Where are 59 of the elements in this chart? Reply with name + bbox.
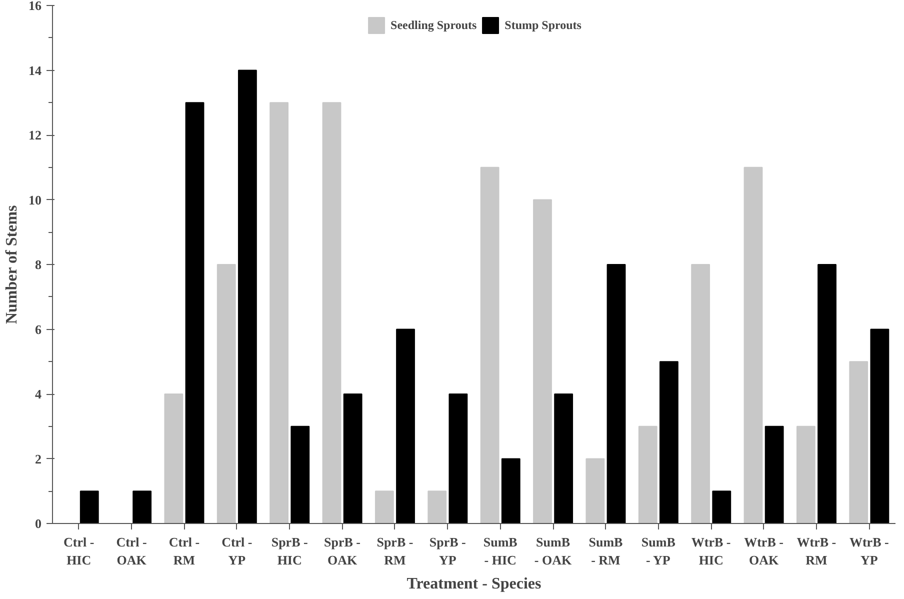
- bar: [586, 458, 605, 524]
- bar: [428, 490, 447, 524]
- y-tick-label: 2: [35, 451, 42, 466]
- bar: [554, 394, 574, 524]
- x-tick-label: SumB - OAK: [534, 534, 573, 568]
- y-tick-label: 16: [28, 0, 42, 13]
- x-tick-label: Ctrl - YP: [222, 534, 252, 568]
- bar: [849, 361, 868, 524]
- bar: [533, 199, 552, 524]
- bar: [638, 426, 658, 524]
- bar: [270, 102, 289, 524]
- x-tick-label: WtrB - HIC: [691, 534, 731, 568]
- y-tick-label: 10: [28, 192, 42, 208]
- bar: [870, 328, 890, 524]
- y-tick-label: 6: [35, 322, 42, 337]
- bar: [818, 264, 836, 524]
- x-tick-label: SumB - RM: [588, 534, 624, 568]
- bar: [396, 328, 415, 524]
- x-tick-label: Ctrl - OAK: [116, 534, 148, 568]
- legend-label: Seedling Sprouts: [390, 18, 477, 32]
- bar: [132, 490, 152, 524]
- x-tick-label: Ctrl - HIC: [64, 534, 94, 568]
- y-tick-label: 4: [35, 386, 42, 402]
- x-tick-label: WtrB - OAK: [744, 534, 784, 568]
- x-tick-label: SprB - YP: [429, 534, 466, 568]
- bar: [691, 264, 710, 524]
- bar: [322, 102, 342, 524]
- bar: [712, 490, 732, 524]
- bar: [80, 490, 99, 524]
- x-tick-label: Ctrl - RM: [168, 534, 200, 568]
- x-tick-label: WtrB - YP: [849, 534, 889, 568]
- x-tick-label: SumB - YP: [641, 534, 676, 568]
- bar: [343, 394, 362, 524]
- x-axis-title: Treatment - Species: [406, 576, 542, 592]
- bar: [185, 102, 204, 524]
- y-tick-label: 12: [28, 128, 42, 142]
- y-tick-label: 8: [35, 257, 42, 272]
- bar: [290, 426, 310, 524]
- x-tick-label: SprB - HIC: [271, 534, 308, 568]
- bar: [448, 394, 468, 524]
- x-tick-label: WtrB - RM: [796, 534, 836, 568]
- y-tick-label: 0: [35, 516, 42, 531]
- bar: [606, 264, 626, 524]
- bar: [501, 458, 520, 524]
- bar: [744, 166, 763, 524]
- bar: [796, 426, 816, 524]
- bar: [764, 426, 784, 524]
- x-tick-label: SumB - HIC: [483, 534, 518, 568]
- y-tick-label: 14: [28, 62, 42, 78]
- bar: [480, 166, 500, 524]
- bar: [164, 394, 184, 524]
- legend-label: Stump Sprouts: [504, 18, 582, 32]
- bar: [238, 70, 257, 524]
- x-tick-label: SprB - OAK: [324, 534, 361, 568]
- bar: [659, 361, 678, 524]
- x-tick-label: SprB - RM: [376, 534, 414, 568]
- bar: [216, 264, 236, 524]
- bar: [374, 490, 394, 524]
- y-axis-title: Number of Stems: [4, 205, 20, 324]
